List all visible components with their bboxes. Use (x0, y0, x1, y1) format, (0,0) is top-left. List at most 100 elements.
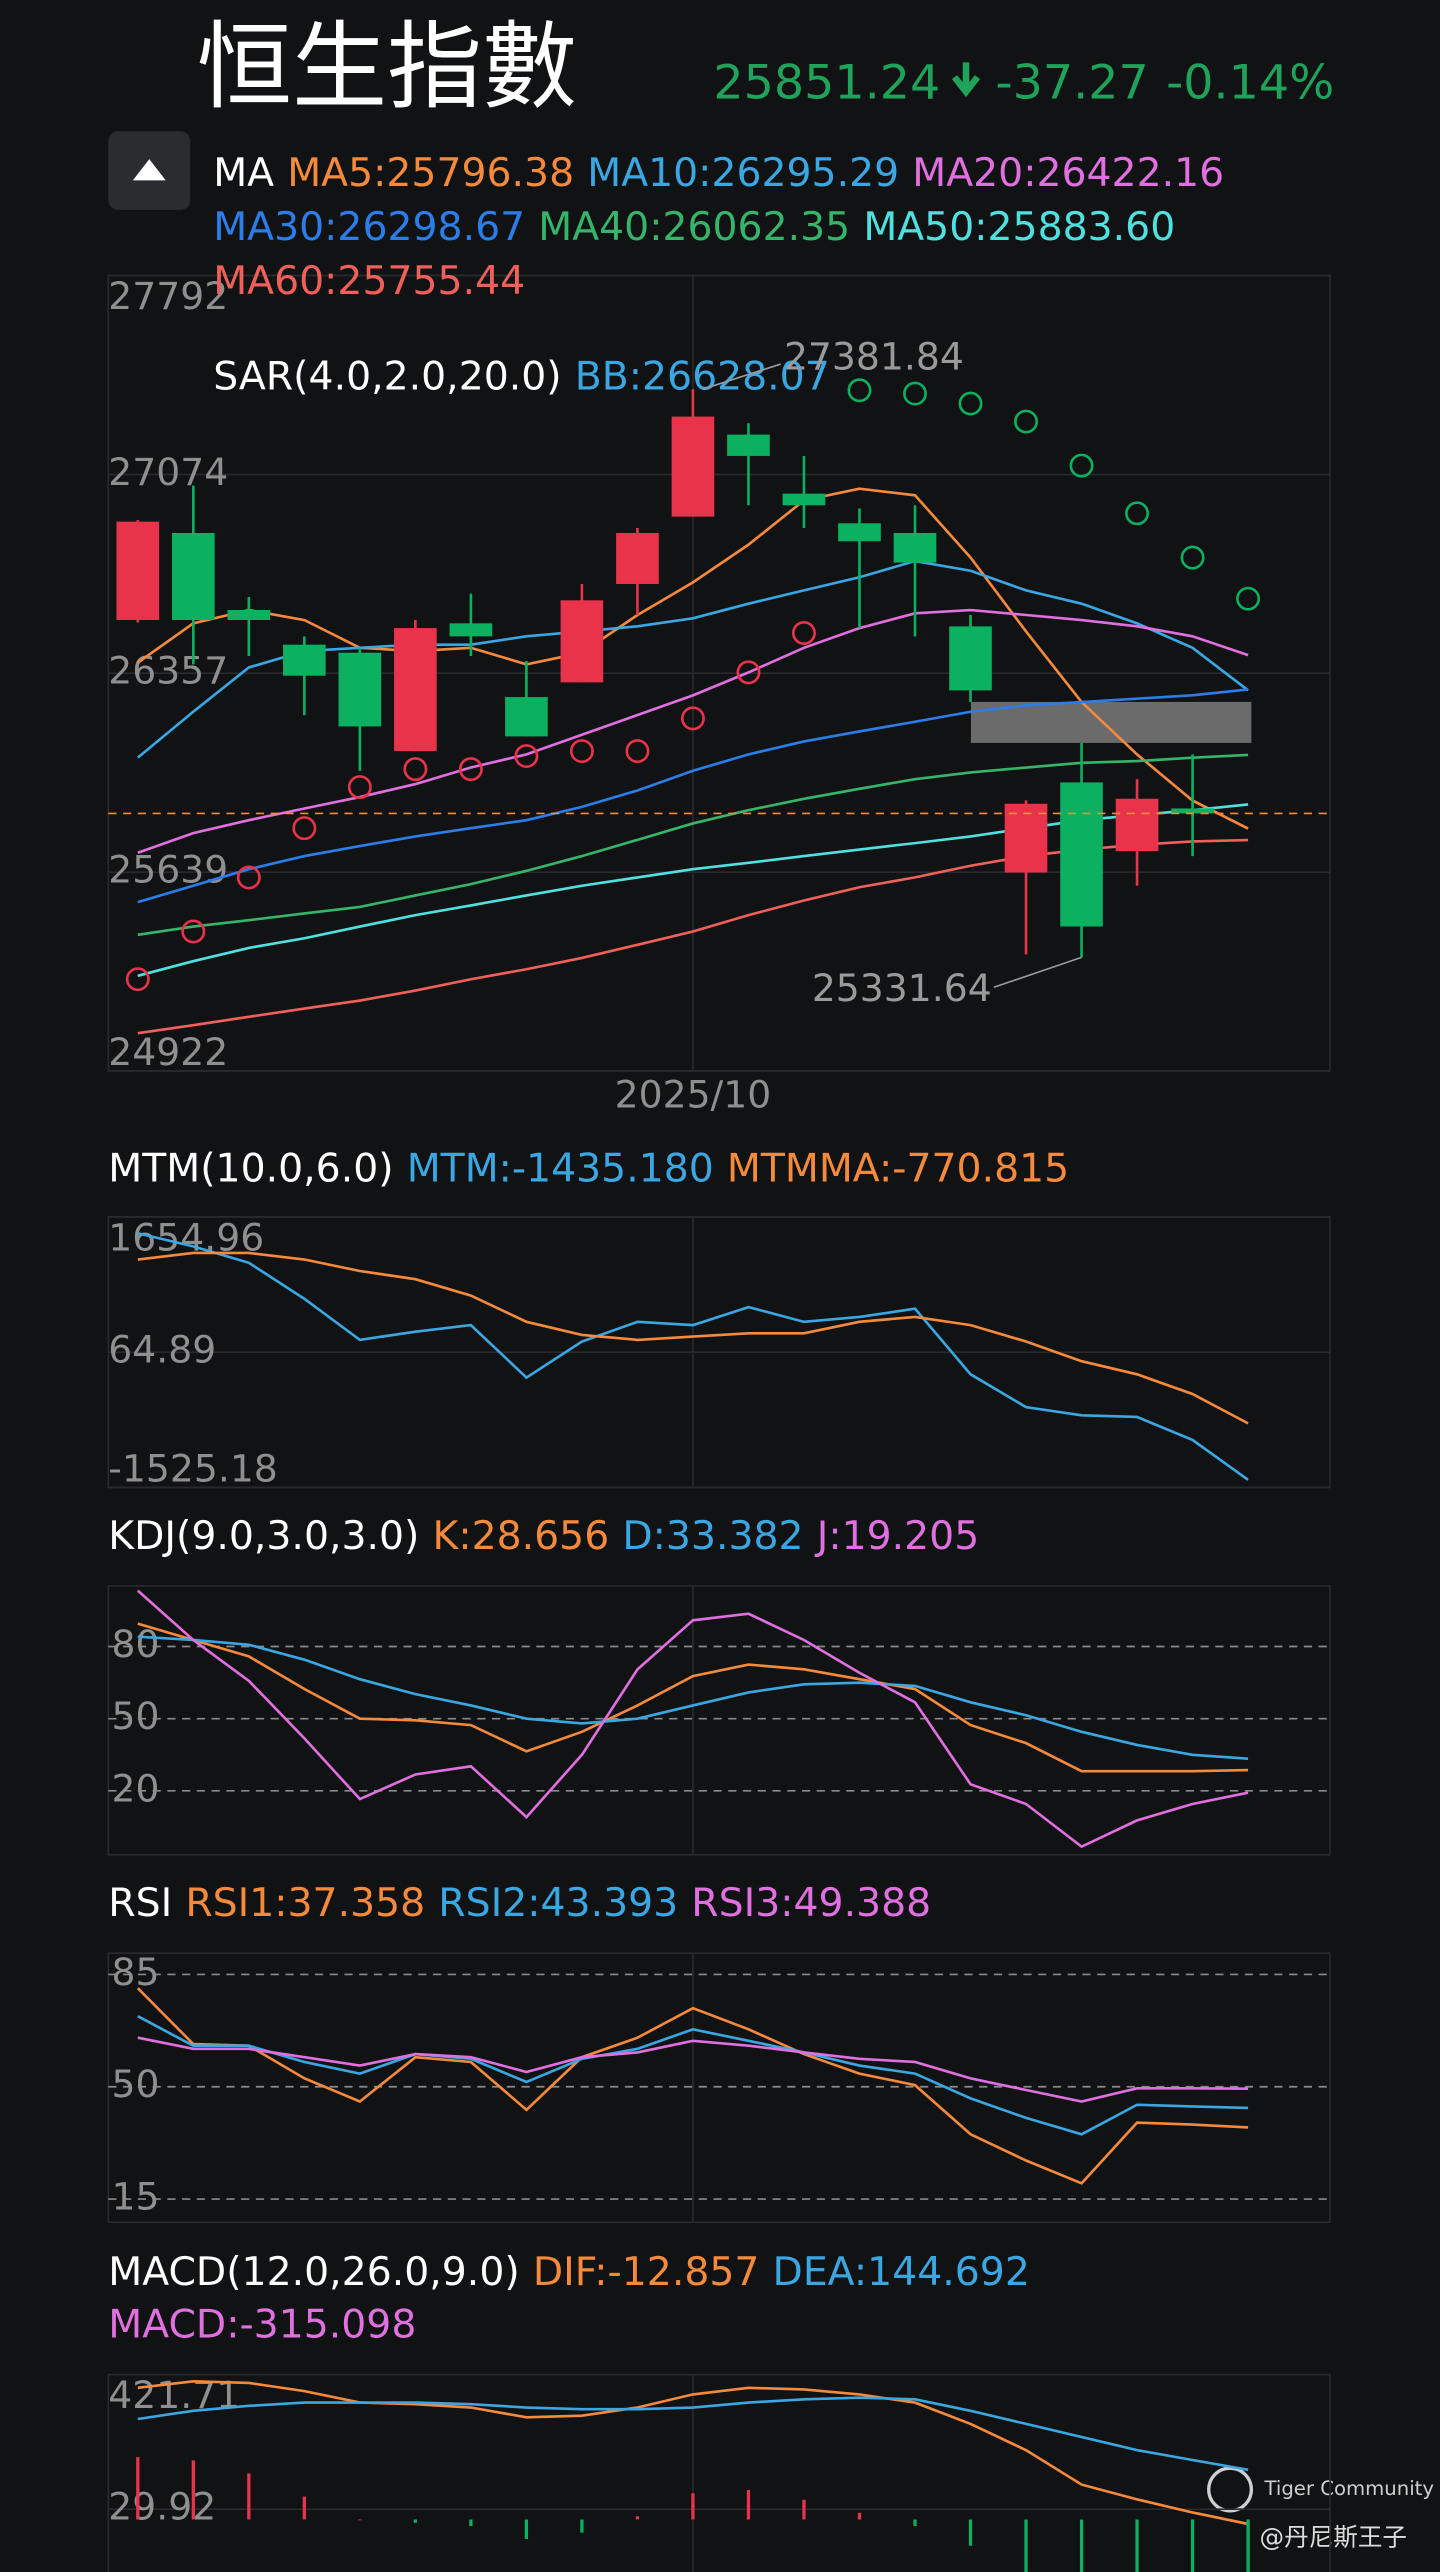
sar-point (1014, 409, 1038, 434)
macd-bar (136, 2457, 140, 2520)
indicator-line (137, 1251, 1249, 1425)
sar-point (1180, 545, 1205, 570)
legend-entry: MA5:25796.38 (287, 150, 574, 196)
legend-entry: MA (213, 150, 274, 196)
candle-body (338, 652, 382, 727)
legend-entry: MTM:-1435.180 (407, 1145, 714, 1191)
sar-point (1125, 501, 1150, 526)
y-tick-label: 50 (112, 1694, 160, 1738)
candle-body (949, 626, 992, 691)
candle-body (227, 610, 271, 621)
y-tick-label: 80 (112, 1622, 160, 1666)
sar-point (680, 706, 705, 731)
panel-frame (107, 1952, 1331, 2224)
candle-body (838, 523, 881, 542)
watermark-author: @丹尼斯王子 (1260, 2523, 1407, 2552)
ma-line (137, 688, 1249, 904)
candle-body (782, 493, 826, 506)
macd-bar (580, 2519, 584, 2533)
legend-entry: J:19.205 (814, 1513, 980, 1559)
candle-body (560, 600, 604, 683)
legend-entry: BB:26628.07 (575, 353, 830, 399)
macd-bar (191, 2460, 195, 2520)
legend-entry: RSI1:37.358 (185, 1880, 425, 1926)
sar-point (625, 739, 650, 764)
candle-body (394, 628, 437, 752)
index-title: 恒生指數 (197, 13, 577, 123)
sar-point (1236, 586, 1261, 611)
price-change: -37.27 (996, 55, 1149, 110)
indicator-line (136, 1589, 1249, 1849)
indicator-line (137, 2379, 1249, 2526)
candle-body (727, 434, 770, 456)
y-tick-label: 15 (112, 2175, 160, 2219)
candle-body (1060, 782, 1103, 927)
x-tick-label: 2025/10 (615, 1073, 772, 1117)
indicator-line (137, 1635, 1249, 1761)
indicator-line (137, 1231, 1249, 1481)
indicator-line (137, 2396, 1249, 2472)
candle-body (1115, 798, 1159, 852)
indicator-line (136, 1987, 1249, 2185)
sar-point (292, 816, 317, 841)
legend-entry: MA10:26295.29 (587, 150, 899, 196)
legend-entry: MA40:26062.35 (538, 204, 850, 250)
sar-point (458, 757, 483, 782)
macd-bar (1024, 2519, 1028, 2572)
sar-point (514, 744, 539, 769)
legend-entry: MTM(10.0,6.0) (108, 1145, 393, 1191)
down-arrow (951, 62, 981, 98)
ma-line (137, 608, 1249, 855)
watermark-logo (1207, 2466, 1253, 2513)
y-tick-label: 26357 (108, 649, 228, 693)
collapse-icon (132, 159, 166, 181)
sar-point (791, 621, 816, 646)
legend-entry: MA50:25883.60 (863, 204, 1175, 250)
sar-point (903, 381, 927, 406)
macd-bar (857, 2512, 862, 2520)
y-tick-label: 20 (112, 1766, 160, 1810)
y-tick-label: 27074 (108, 450, 228, 494)
indicator-line (137, 2015, 1249, 2136)
sar-point (958, 391, 983, 416)
legend-entry: SAR(4.0,2.0,20.0) (213, 353, 561, 399)
legend-entry: MACD:-315.098 (108, 2302, 416, 2348)
candle-body (171, 532, 215, 621)
sar-point (125, 967, 150, 992)
indicator-line (137, 2036, 1249, 2103)
y-tick-label: 85 (112, 1950, 160, 1994)
price-tag-overlay (970, 701, 1252, 743)
sar-point (181, 919, 206, 944)
y-tick-label: 25639 (108, 848, 228, 892)
legend-entry: MACD(12.0,26.0,9.0) (108, 2249, 519, 2295)
y-tick-label: 50 (112, 2062, 160, 2106)
legend-entry: MA20:26422.16 (912, 150, 1224, 196)
y-tick-label: 64.89 (108, 1328, 216, 1372)
sar-point (236, 865, 261, 890)
macd-bar (302, 2496, 306, 2520)
macd-bar (968, 2519, 973, 2546)
panel-frame (107, 1585, 1331, 1856)
legend-entry: K:28.656 (433, 1513, 610, 1559)
sar-point (847, 378, 872, 403)
sar-point (1069, 453, 1094, 478)
macd-bar (358, 2519, 362, 2521)
legend-entry: RSI2:43.393 (438, 1880, 678, 1926)
sar-point (403, 757, 428, 782)
legend-entry: MA60:25755.44 (213, 258, 525, 304)
candle-body (1004, 803, 1048, 873)
sar-point (347, 775, 372, 800)
legend-entry: RSI3:49.388 (691, 1880, 931, 1926)
y-tick-label: 27792 (108, 274, 228, 318)
legend-entry: RSI (108, 1880, 172, 1926)
sar-point (569, 739, 594, 764)
macd-bar (247, 2473, 251, 2520)
candle-body (283, 644, 326, 676)
high-label: 27381.84 (784, 335, 964, 379)
low-label: 25331.64 (812, 966, 992, 1010)
candle-body (449, 623, 493, 637)
macd-bar (413, 2519, 418, 2523)
